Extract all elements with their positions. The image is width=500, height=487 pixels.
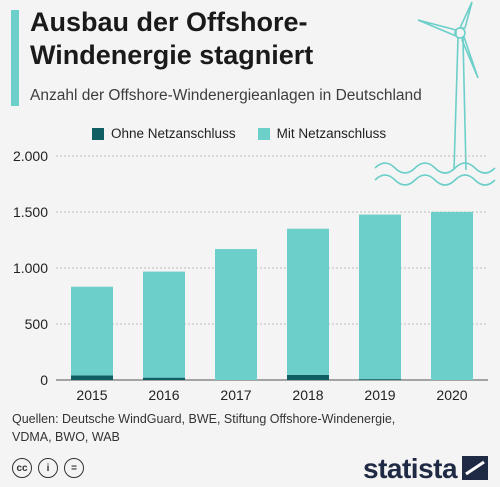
- chart-legend: Ohne Netzanschluss Mit Netzanschluss: [92, 126, 408, 141]
- bar-2020-series-1: [431, 211, 473, 380]
- y-tick-label-0: 0: [40, 372, 48, 388]
- bar-2018-series-0: [287, 374, 329, 380]
- legend-label-ohne: Ohne Netzanschluss: [111, 126, 236, 141]
- bar-2019-series-1: [359, 214, 401, 380]
- chart-title: Ausbau der Offshore- Windenergie stagnie…: [30, 6, 313, 72]
- cc-icon: cc: [12, 458, 32, 478]
- x-tick-label-2020: 2020: [436, 387, 467, 403]
- legend-label-mit: Mit Netzanschluss: [276, 126, 387, 141]
- chart-subtitle: Anzahl der Offshore-Windenergieanlagen i…: [30, 87, 422, 104]
- y-tick-label-1000: 1.000: [13, 260, 48, 276]
- legend-item-mit: Mit Netzanschluss: [257, 126, 387, 141]
- source-line-1: Quellen: Deutsche WindGuard, BWE, Stiftu…: [12, 412, 396, 426]
- legend-item-ohne: Ohne Netzanschluss: [92, 126, 236, 141]
- statista-logo: statista: [363, 453, 458, 484]
- title-line-2: Windenergie stagniert: [30, 40, 314, 70]
- equals-icon: =: [64, 458, 84, 478]
- bar-2016-series-0: [143, 377, 185, 380]
- person-icon: i: [38, 458, 58, 478]
- bar-2017-series-1: [215, 249, 257, 380]
- x-tick-label-2016: 2016: [148, 387, 179, 403]
- title-line-1: Ausbau der Offshore-: [30, 7, 308, 37]
- y-tick-label-500: 500: [25, 316, 49, 332]
- bar-2018-series-1: [287, 228, 329, 375]
- x-tick-label-2018: 2018: [292, 387, 323, 403]
- legend-swatch-ohne: [92, 127, 104, 140]
- source-line-2: VDMA, BWO, WAB: [12, 430, 120, 444]
- source-note: Quellen: Deutsche WindGuard, BWE, Stiftu…: [12, 410, 442, 446]
- x-tick-label-2019: 2019: [364, 387, 395, 403]
- wind-turbine-icon: [374, 1, 496, 186]
- x-tick-label-2017: 2017: [220, 387, 251, 403]
- statista-logo-mark: [462, 456, 488, 480]
- bar-2016-series-1: [143, 271, 185, 378]
- legend-swatch-mit: [257, 127, 270, 140]
- y-tick-label-1500: 1.500: [13, 204, 48, 220]
- bar-2019-series-0: [359, 379, 401, 380]
- title-accent-bar: [11, 10, 19, 106]
- x-tick-label-2015: 2015: [76, 387, 107, 403]
- bar-2015-series-1: [71, 286, 113, 376]
- bar-2015-series-0: [71, 375, 113, 380]
- y-tick-label-2000: 2.000: [13, 148, 48, 164]
- license-icons: cc i =: [12, 458, 90, 478]
- bar-chart: 0 500 1.000 1.500 2.000 2015 2016 2017 2018 2019 2…: [13, 148, 488, 403]
